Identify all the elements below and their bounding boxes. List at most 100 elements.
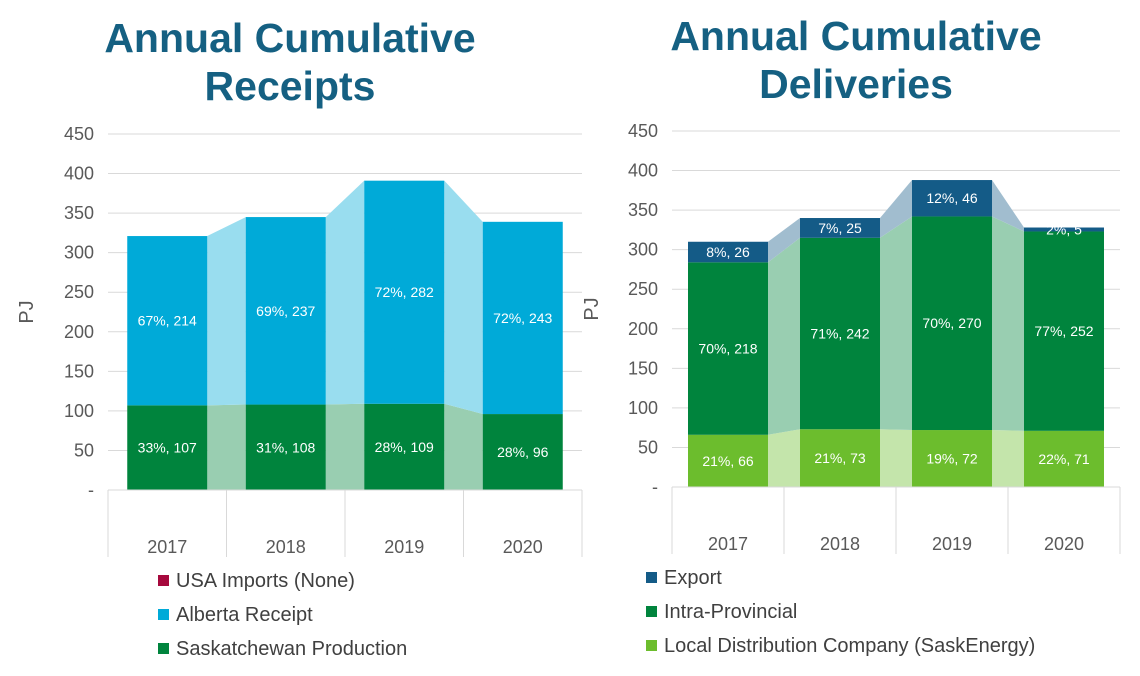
deliveries-ytick-label: 450 [628,121,658,141]
deliveries-ytick-label: 400 [628,161,658,181]
deliveries-legend-swatch [646,572,657,583]
deliveries-ytick-label: - [652,477,658,497]
receipts-data-label: 69%, 237 [256,303,315,319]
receipts-title-line-2: Receipts [204,63,376,109]
deliveries-legend-swatch [646,640,657,651]
deliveries-connector [768,218,800,263]
deliveries-bar-segment [1024,231,1104,431]
receipts-data-label: 72%, 282 [375,284,434,300]
receipts-connector [207,404,246,490]
deliveries-category-label: 2019 [932,534,972,554]
receipts-category-label: 2018 [266,537,306,557]
deliveries-data-label: 19%, 72 [926,451,978,467]
receipts-ytick-label: 350 [64,203,94,223]
receipts-ytick-label: - [88,480,94,500]
receipts-legend-swatch [158,575,169,586]
receipts-data-label: 72%, 243 [493,310,552,326]
deliveries-bar-segment [1024,430,1104,487]
receipts-y-axis-label: PJ [16,300,38,323]
deliveries-title-line-1: Annual Cumulative [670,13,1042,59]
receipts-ytick-label: 200 [64,322,94,342]
deliveries-legend-label: Export [664,567,722,589]
receipts-ytick-label: 400 [64,164,94,184]
receipts-bar-segment [364,180,445,404]
deliveries-legend-swatch [646,606,657,617]
deliveries-bar-segment [688,262,768,435]
deliveries-data-label: 70%, 218 [698,341,757,357]
receipts-legend-item: Saskatchewan Production [158,638,407,661]
deliveries-data-label: 21%, 73 [814,450,866,466]
deliveries-connector [880,216,912,431]
deliveries-ytick-label: 300 [628,240,658,260]
receipts-connector [207,217,246,406]
deliveries-data-label: 12%, 46 [926,190,978,206]
deliveries-connector [768,429,800,487]
receipts-data-label: 28%, 96 [497,444,549,460]
receipts-ytick-label: 150 [64,361,94,381]
deliveries-data-label: 77%, 252 [1034,323,1093,339]
receipts-category-label: 2020 [503,537,543,557]
receipts-legend-label: Saskatchewan Production [176,638,408,660]
deliveries-connector [880,180,912,238]
receipts-data-label: 31%, 108 [256,439,315,455]
deliveries-connector [880,429,912,487]
receipts-legend-label: USA Imports (None) [176,570,355,592]
deliveries-legend-label: Intra-Provincial [664,601,798,623]
receipts-category-label: 2017 [147,537,187,557]
receipts-connector [444,180,483,415]
receipts-connector [325,180,365,405]
receipts-legend: USA Imports (None) Alberta Receipt Saskatc… [158,570,558,670]
deliveries-ytick-label: 250 [628,279,658,299]
deliveries-bar-segment [800,429,880,487]
receipts-bar-segment [482,221,563,415]
receipts-bar-segment [245,217,326,405]
receipts-ytick-label: 50 [74,440,94,460]
receipts-legend-label: Alberta Receipt [176,604,313,626]
deliveries-legend-item: Export [646,567,722,590]
receipts-ytick-label: 250 [64,282,94,302]
deliveries-title-line-2: Deliveries [759,61,953,107]
deliveries-y-axis-label: PJ [581,297,603,320]
deliveries-category-label: 2020 [1044,534,1084,554]
deliveries-data-label: 8%, 26 [706,244,750,260]
deliveries-legend-item: Local Distribution Company (SaskEnergy) [646,635,1035,658]
receipts-ytick-label: 300 [64,243,94,263]
deliveries-data-label: 22%, 71 [1038,451,1090,467]
deliveries-ytick-label: 50 [638,437,658,457]
deliveries-legend-label: Local Distribution Company (SaskEnergy) [664,635,1036,657]
deliveries-bar-segment [912,180,992,217]
deliveries-ytick-label: 100 [628,398,658,418]
deliveries-bar-segment [912,216,992,431]
receipts-chart-title: Annual Cumulative Receipts [20,14,560,110]
deliveries-connector [992,216,1024,431]
deliveries-ytick-label: 150 [628,358,658,378]
deliveries-category-label: 2018 [820,534,860,554]
deliveries-bar-segment [800,218,880,238]
deliveries-connector [992,180,1024,232]
deliveries-bar-segment [800,237,880,430]
deliveries-ytick-label: 200 [628,319,658,339]
receipts-data-label: 28%, 109 [375,439,434,455]
receipts-bar-segment [127,405,208,490]
deliveries-bar-segment [688,434,768,487]
receipts-data-label: 33%, 107 [138,440,197,456]
receipts-connector [444,403,483,490]
deliveries-chart-title: Annual Cumulative Deliveries [586,12,1126,108]
receipts-bar-segment [482,414,563,490]
deliveries-connector [992,430,1024,487]
deliveries-data-label: 71%, 242 [810,326,869,342]
receipts-connector [325,403,365,490]
deliveries-bar-segment [912,430,992,487]
receipts-bar-segment [245,404,326,490]
receipts-ytick-label: 100 [64,401,94,421]
receipts-title-line-1: Annual Cumulative [104,15,476,61]
deliveries-legend-item: Intra-Provincial [646,601,797,624]
deliveries-category-label: 2017 [708,534,748,554]
deliveries-ytick-label: 350 [628,200,658,220]
deliveries-bar-segment [1024,227,1104,232]
deliveries-connector [768,237,800,435]
deliveries-data-label: 2%, 5 [1046,221,1082,237]
receipts-ytick-label: 450 [64,124,94,144]
